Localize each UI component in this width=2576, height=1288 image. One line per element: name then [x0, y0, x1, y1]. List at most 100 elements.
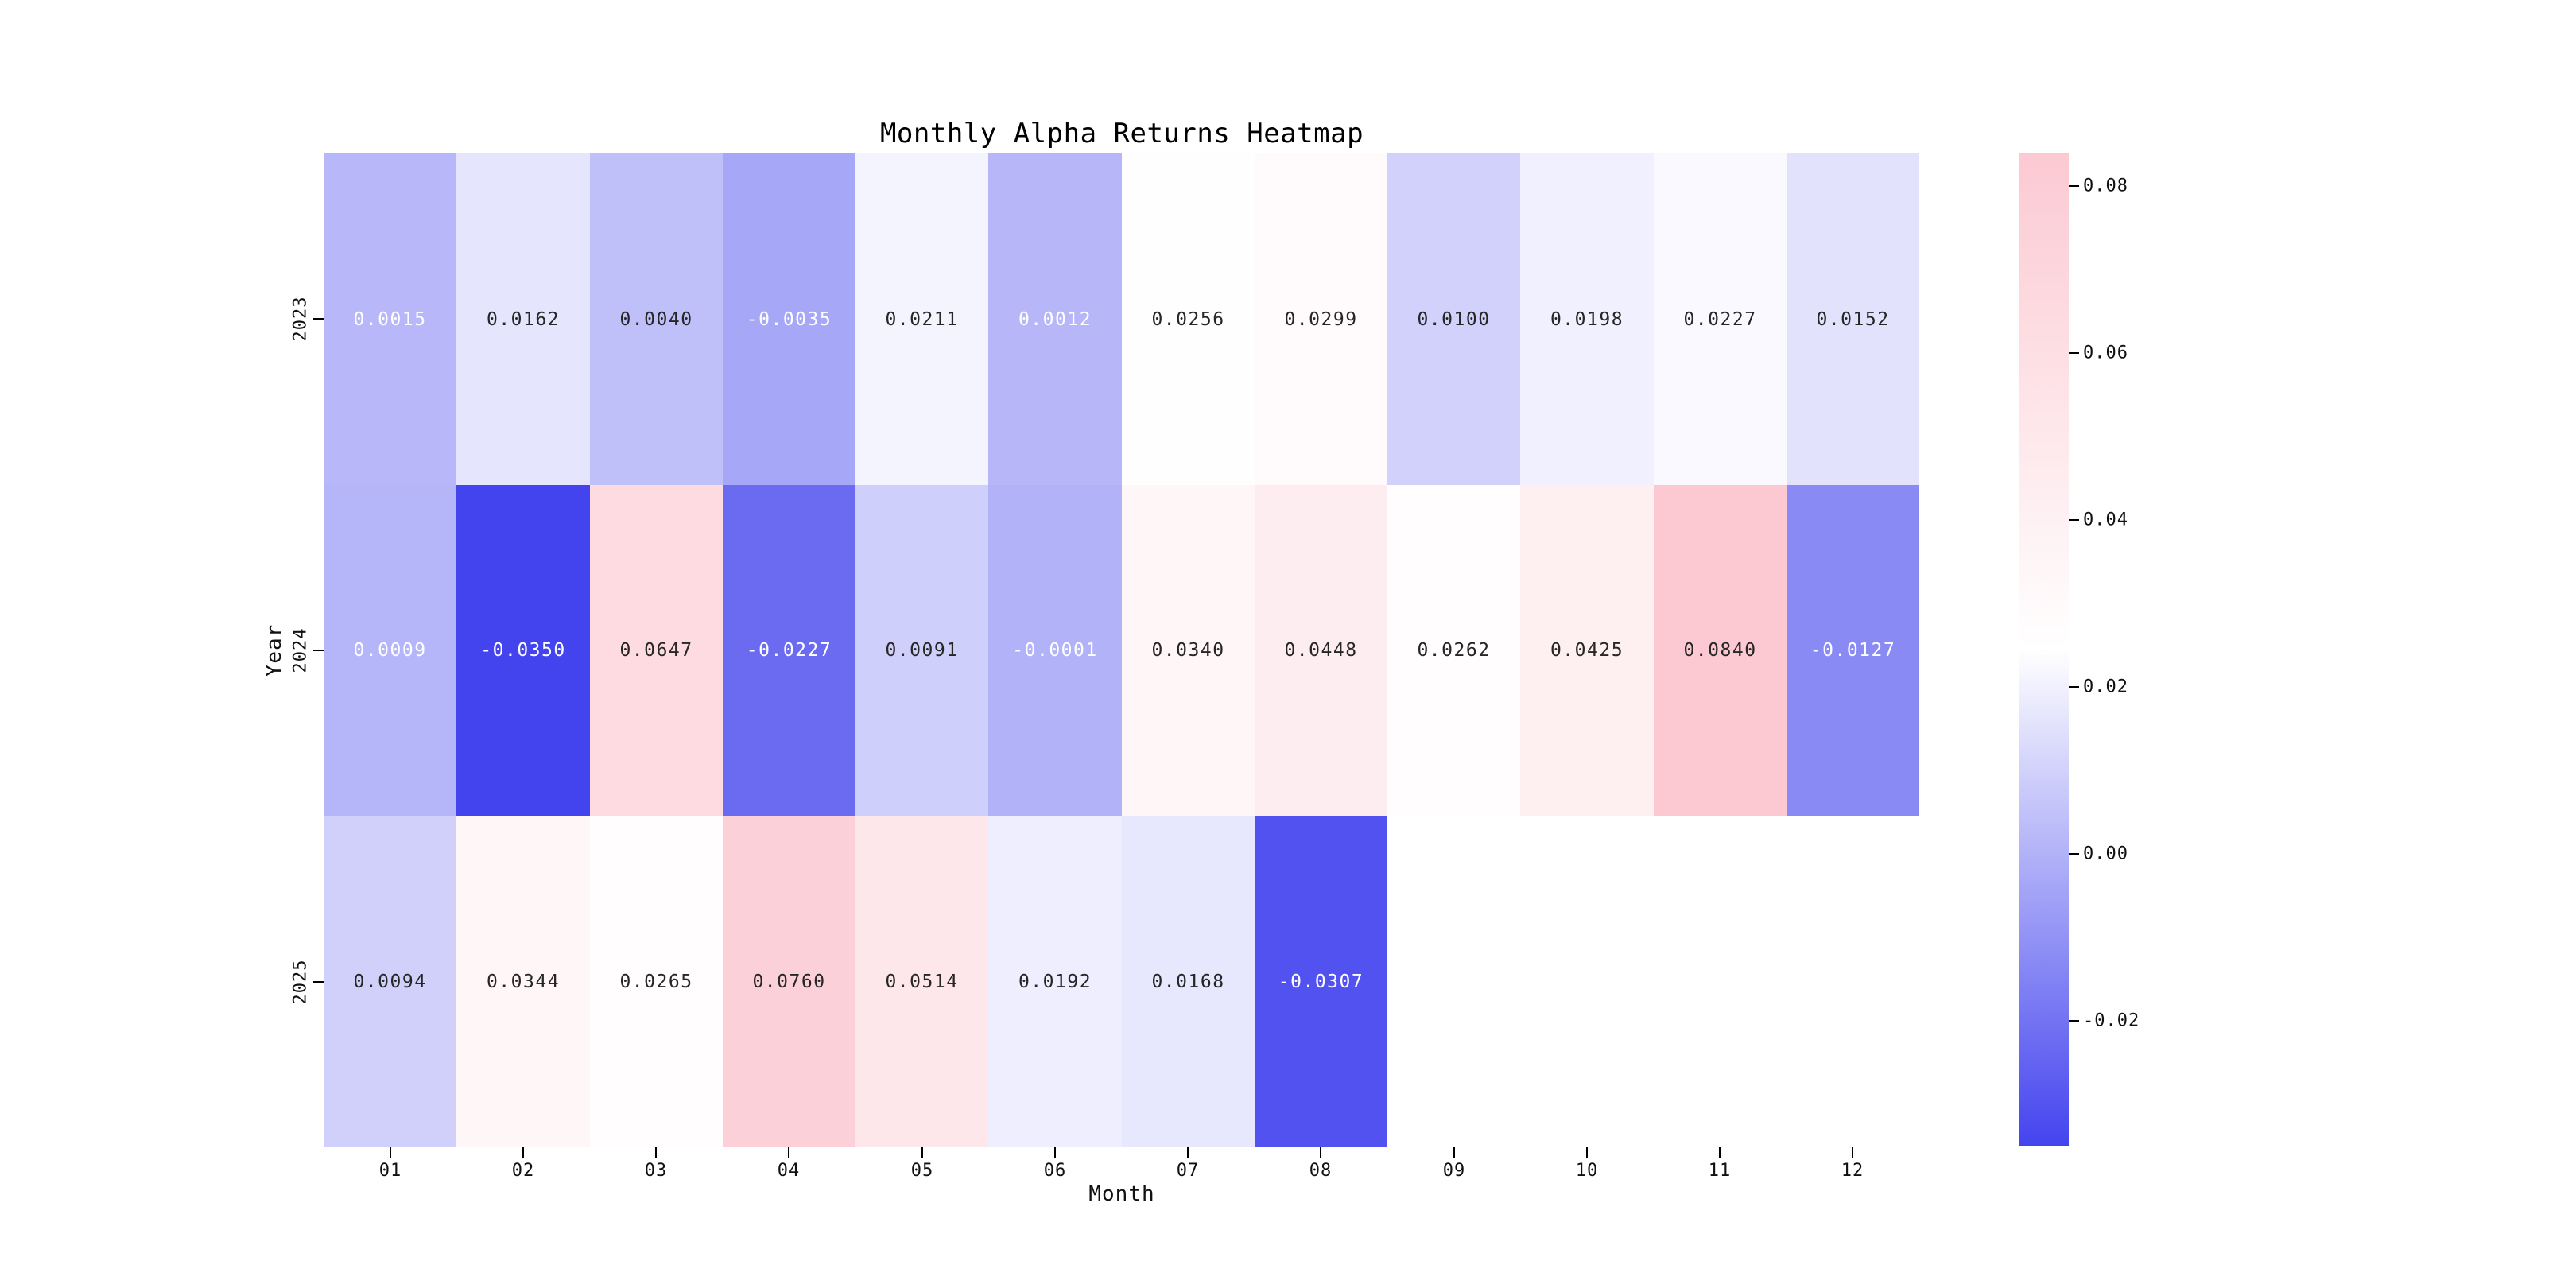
colorbar-tick	[2069, 352, 2079, 354]
heatmap-cell: 0.0344	[456, 816, 590, 1147]
cell-value: 0.0448	[1284, 640, 1358, 661]
x-axis-tick	[921, 1147, 923, 1158]
x-tick-label: 11	[1708, 1161, 1732, 1181]
colorbar	[2019, 153, 2069, 1146]
x-axis-tick	[1187, 1147, 1189, 1158]
heatmap-cell: 0.0425	[1520, 485, 1654, 816]
heatmap-cell: 0.0012	[988, 153, 1122, 485]
x-tick-label: 07	[1176, 1161, 1200, 1181]
heatmap-cell: -0.0227	[723, 485, 855, 816]
x-axis-tick	[522, 1147, 524, 1158]
cell-value: -0.0127	[1810, 640, 1896, 661]
heatmap-cell: 0.0094	[324, 816, 456, 1147]
heatmap-cell: 0.0211	[855, 153, 988, 485]
x-tick-label: 09	[1442, 1161, 1466, 1181]
y-tick-label: 2024	[290, 627, 311, 673]
colorbar-tick	[2069, 519, 2079, 521]
cell-value: 0.0040	[619, 308, 693, 330]
cell-value: 0.0168	[1151, 971, 1225, 992]
heatmap-cell: -0.0127	[1787, 485, 1919, 816]
cell-value: 0.0152	[1816, 308, 1890, 330]
colorbar-tick	[2069, 185, 2079, 187]
heatmap-cell: 0.0647	[590, 485, 723, 816]
cell-value: 0.0425	[1550, 640, 1624, 661]
heatmap-cell: 0.0448	[1255, 485, 1387, 816]
colorbar-tick	[2069, 853, 2079, 855]
colorbar-tick-label: 0.06	[2083, 343, 2128, 363]
x-axis-tick	[788, 1147, 789, 1158]
x-tick-label: 12	[1841, 1161, 1864, 1181]
heatmap-cell: 0.0265	[590, 816, 723, 1147]
x-tick-label: 02	[511, 1161, 535, 1181]
cell-value: 0.0344	[486, 971, 561, 992]
y-axis-label: Year	[262, 623, 286, 677]
heatmap-cell: 0.0256	[1122, 153, 1255, 485]
cell-value: 0.0514	[885, 971, 959, 992]
cell-value: -0.0001	[1012, 640, 1098, 661]
x-tick-label: 08	[1309, 1161, 1333, 1181]
colorbar-tick	[2069, 686, 2079, 688]
heatmap-cell: 0.0227	[1654, 153, 1787, 485]
cell-value: 0.0100	[1417, 308, 1491, 330]
y-tick-label: 2025	[290, 959, 311, 1005]
cell-value: 0.0265	[619, 971, 693, 992]
x-tick-label: 03	[644, 1161, 668, 1181]
x-axis-tick	[1054, 1147, 1056, 1158]
y-axis-tick	[313, 650, 324, 651]
y-tick-label: 2023	[290, 296, 311, 342]
cell-value: -0.0307	[1278, 971, 1364, 992]
cell-value: 0.0760	[752, 971, 826, 992]
heatmap-cell: -0.0035	[723, 153, 855, 485]
cell-value: 0.0840	[1683, 640, 1757, 661]
heatmap-cell: -0.0307	[1255, 816, 1387, 1147]
heatmap-cell: 0.0162	[456, 153, 590, 485]
cell-value: 0.0198	[1550, 308, 1624, 330]
heatmap-cell: 0.0840	[1654, 485, 1787, 816]
heatmap-cell: 0.0168	[1122, 816, 1255, 1147]
heatmap-cell: 0.0198	[1520, 153, 1654, 485]
cell-value: 0.0227	[1683, 308, 1757, 330]
colorbar-tick-label: 0.08	[2083, 176, 2128, 196]
cell-value: 0.0094	[353, 971, 427, 992]
cell-value: -0.0350	[480, 640, 566, 661]
heatmap-cell: 0.0299	[1255, 153, 1387, 485]
heatmap-cell: 0.0100	[1387, 153, 1520, 485]
x-axis-tick	[390, 1147, 391, 1158]
heatmap-cell: 0.0262	[1387, 485, 1520, 816]
chart-title: Monthly Alpha Returns Heatmap	[879, 118, 1364, 149]
x-tick-label: 06	[1043, 1161, 1067, 1181]
x-tick-label: 10	[1575, 1161, 1599, 1181]
heatmap-cell: 0.0015	[324, 153, 456, 485]
colorbar-tick-label: 0.02	[2083, 677, 2128, 697]
cell-value: -0.0227	[746, 640, 832, 661]
heatmap-cell: -0.0350	[456, 485, 590, 816]
cell-value: 0.0340	[1151, 640, 1225, 661]
cell-value: 0.0009	[353, 640, 427, 661]
colorbar-tick-label: 0.04	[2083, 510, 2128, 530]
cell-value: 0.0256	[1151, 308, 1225, 330]
heatmap-cell: 0.0760	[723, 816, 855, 1147]
heatmap-cell: 0.0340	[1122, 485, 1255, 816]
cell-value: -0.0035	[746, 308, 832, 330]
x-tick-label: 01	[378, 1161, 402, 1181]
heatmap-cell: 0.0040	[590, 153, 723, 485]
x-axis-tick	[1453, 1147, 1455, 1158]
x-axis-label: Month	[1088, 1182, 1155, 1206]
cell-value: 0.0162	[486, 308, 561, 330]
x-axis-tick	[655, 1147, 657, 1158]
cell-value: 0.0091	[885, 640, 959, 661]
heatmap-cell: 0.0192	[988, 816, 1122, 1147]
heatmap-cell: 0.0091	[855, 485, 988, 816]
colorbar-tick-label: -0.02	[2083, 1011, 2140, 1031]
cell-value: 0.0299	[1284, 308, 1358, 330]
x-tick-label: 05	[910, 1161, 934, 1181]
x-axis-tick	[1852, 1147, 1853, 1158]
cell-value: 0.0211	[885, 308, 959, 330]
cell-value: 0.0012	[1018, 308, 1092, 330]
colorbar-tick	[2069, 1020, 2079, 1022]
cell-value: 0.0647	[619, 640, 693, 661]
x-axis-tick	[1320, 1147, 1321, 1158]
y-axis-tick	[313, 981, 324, 983]
x-tick-label: 04	[777, 1161, 801, 1181]
